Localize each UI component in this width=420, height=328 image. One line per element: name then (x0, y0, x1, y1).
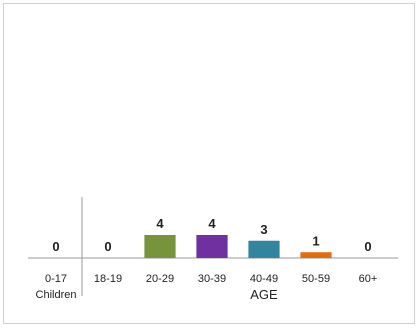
data-labels-group: 0 0 4 4 3 1 0 (52, 216, 371, 254)
tick-label-0-17: 0-17 (45, 273, 67, 285)
tick-label-60+: 60+ (359, 273, 378, 285)
tick-label-20-29: 20-29 (146, 273, 174, 285)
bar-50-59 (300, 252, 332, 258)
x-tick-labels-group: 0-17 Children 18-19 20-29 30-39 40-49 50-59 60+ (36, 273, 378, 301)
data-label-30-39: 4 (208, 216, 216, 231)
tick-label-40-49: 40-49 (250, 273, 278, 285)
data-label-0-17: 0 (52, 239, 59, 254)
tick-label-18-19: 18-19 (94, 273, 122, 285)
data-label-50-59: 1 (312, 233, 319, 248)
data-label-20-29: 4 (156, 216, 164, 231)
tick-sublabel-0-17: Children (36, 289, 77, 301)
bar-20-29 (144, 235, 176, 258)
data-label-18-19: 0 (104, 239, 111, 254)
tick-label-50-59: 50-59 (302, 273, 330, 285)
data-label-60+: 0 (364, 239, 371, 254)
bars-group (144, 235, 332, 258)
chart-frame: 0 0 4 4 3 1 0 0-17 Children 18-19 20-29 30-39 40-49… (3, 3, 415, 324)
tick-label-30-39: 30-39 (198, 273, 226, 285)
bar-40-49 (248, 240, 280, 258)
x-axis-title: AGE (250, 287, 278, 302)
bar-30-39 (196, 235, 228, 258)
data-label-40-49: 3 (260, 222, 267, 237)
age-bar-chart: 0 0 4 4 3 1 0 0-17 Children 18-19 20-29 30-39 40-49… (28, 197, 398, 302)
